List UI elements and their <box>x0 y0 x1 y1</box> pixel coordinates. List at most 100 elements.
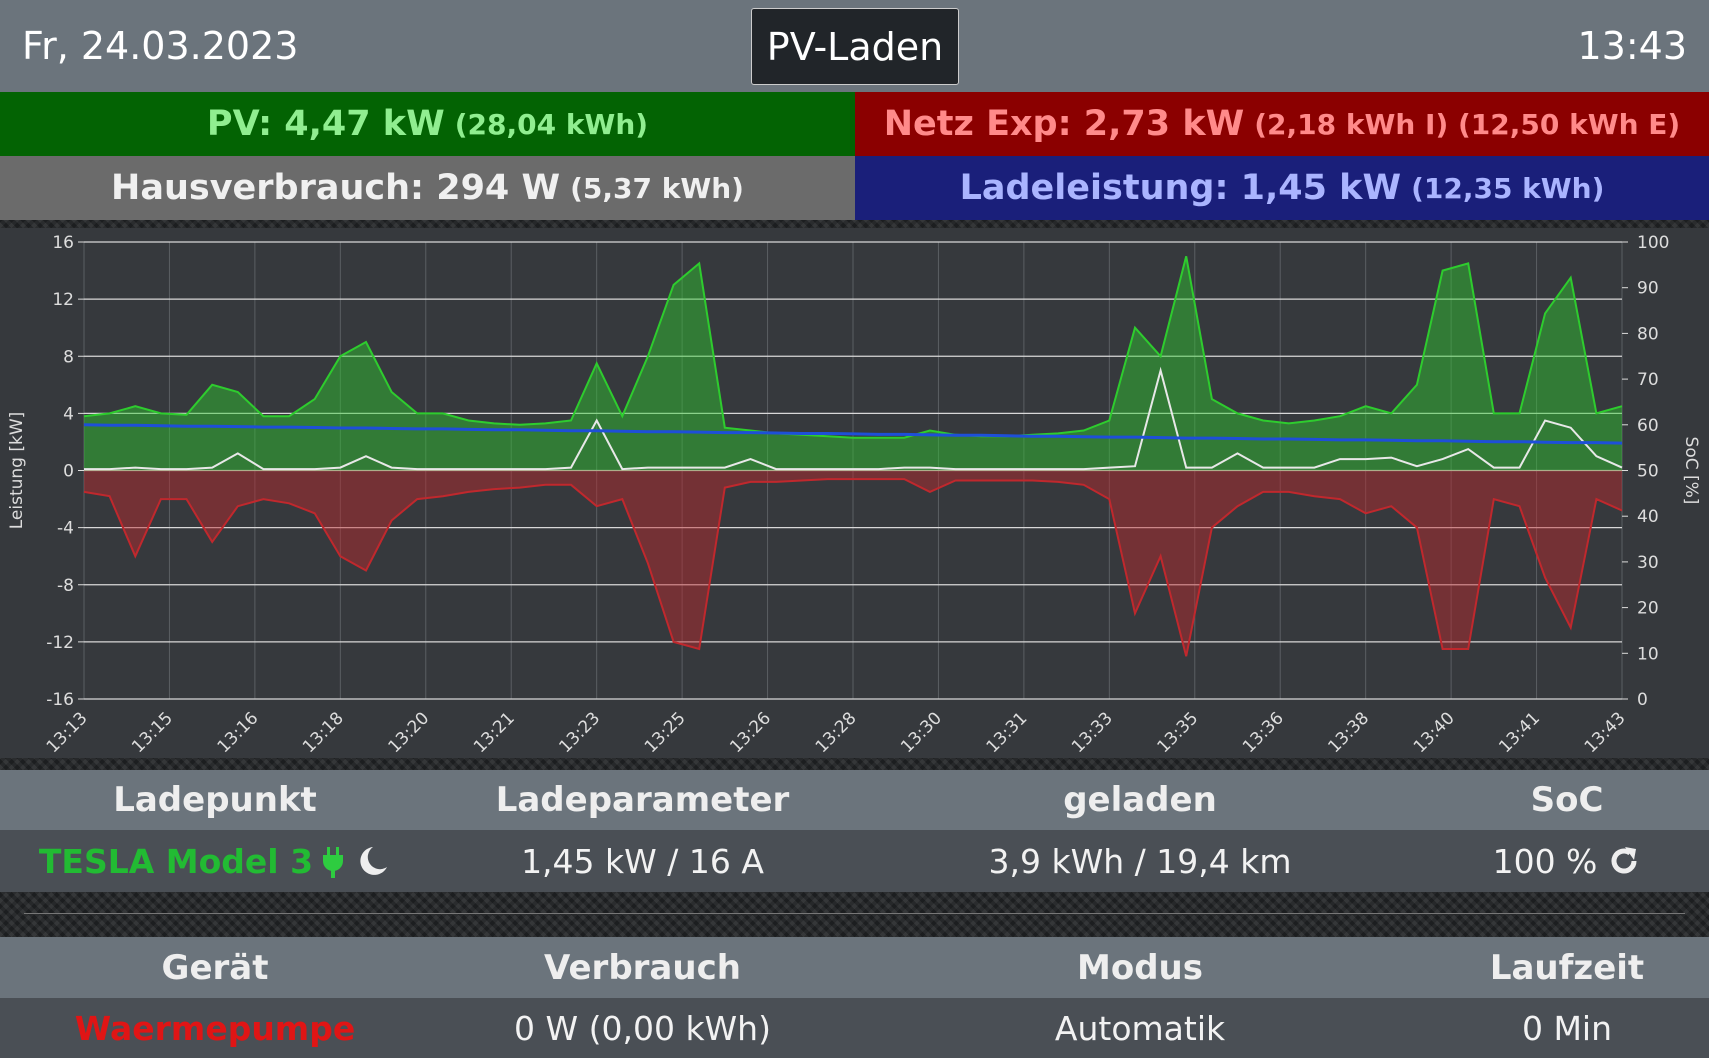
y2-tick-label: 20 <box>1637 599 1659 619</box>
x-tick-label: 13:35 <box>1154 708 1203 757</box>
cell-text: TESLA Model 3 <box>38 841 314 881</box>
chart: 13:13 13:15 13:16 13:18 13:20 13:21 13:23 13:25… <box>0 228 1709 758</box>
cell-text: 0 W (0,00 kWh) <box>514 1008 771 1048</box>
charge-sub: (12,35 kWh) <box>1411 171 1605 205</box>
line <box>84 366 1623 471</box>
x-tick-label: 13:40 <box>1410 708 1459 757</box>
x-tick-label: 13:16 <box>214 708 263 757</box>
cell: 0 W (0,00 kWh) <box>430 998 855 1058</box>
header: Fr, 24.03.2023 PV-Laden 13:43 <box>0 0 1709 92</box>
x-tick-label: 13:28 <box>812 708 861 757</box>
pv-sub: (28,04 kWh) <box>454 107 649 141</box>
refresh-icon[interactable] <box>1607 844 1641 878</box>
y-tick-label: -4 <box>57 519 74 539</box>
column-header: Modus <box>855 937 1425 998</box>
column-header: Verbrauch <box>430 937 855 998</box>
cell: 100 % <box>1425 830 1709 892</box>
y2-tick-label: 100 <box>1637 233 1669 253</box>
cell: 0 Min <box>1425 998 1709 1058</box>
line <box>83 256 1623 439</box>
column-header-text: geladen <box>1063 780 1217 820</box>
x-tick-label: 13:26 <box>726 708 775 757</box>
grid-sub: (2,18 kWh I) (12,50 kWh E) <box>1254 107 1681 141</box>
x-tick-label: 13:20 <box>385 708 434 757</box>
chargepoint-row: TESLA Model 3 1,45 kW / 16 A 3,9 kWh / 19,… <box>0 830 1709 892</box>
status-icons <box>323 847 388 878</box>
house-sub: (5,37 kWh) <box>570 171 744 205</box>
y-tick-label: 8 <box>63 347 74 367</box>
x-tick-label: 13:30 <box>897 708 946 757</box>
column-header: Laufzeit <box>1425 937 1709 998</box>
separator <box>0 892 1709 937</box>
grid-tile: Netz Exp: 2,73 kW (2,18 kWh I) (12,50 kWh… <box>855 92 1709 156</box>
cell: 3,9 kWh / 19,4 km <box>855 830 1425 892</box>
x-tick-label: 13:33 <box>1068 708 1117 757</box>
y2-tick-label: 70 <box>1637 370 1659 390</box>
cell: Waermepumpe <box>0 998 430 1058</box>
grid-main: Netz Exp: 2,73 kW <box>883 104 1245 144</box>
house-main: Hausverbrauch: 294 W <box>111 168 561 208</box>
y2-tick-label: 40 <box>1637 507 1659 527</box>
separator <box>0 220 1709 228</box>
x-tick-label: 13:31 <box>983 708 1032 757</box>
x-tick-label: 13:38 <box>1324 708 1373 757</box>
y-tick-label: -12 <box>46 633 74 653</box>
mode-button[interactable]: PV-Laden <box>751 8 959 85</box>
cell: TESLA Model 3 <box>0 830 430 892</box>
cell: Automatik <box>855 998 1425 1058</box>
column-header-text: Modus <box>1077 947 1203 988</box>
x-tick-label: 13:41 <box>1495 708 1544 757</box>
chargepoint-header: Ladepunkt Ladeparameter geladen SoC <box>0 770 1709 830</box>
y-tick-label: 16 <box>52 233 74 253</box>
cell-text: Automatik <box>1054 1008 1226 1048</box>
divider <box>24 913 1685 914</box>
column-header-text: Verbrauch <box>544 947 741 988</box>
column-header: geladen <box>855 770 1425 830</box>
device-header: Gerät Verbrauch Modus Laufzeit <box>0 937 1709 998</box>
y2-tick-label: 0 <box>1637 690 1648 710</box>
column-header: Ladeparameter <box>430 770 855 830</box>
x-tick-label: 13:23 <box>555 708 604 757</box>
line <box>83 423 1623 445</box>
cell-text: Waermepumpe <box>74 1008 356 1048</box>
device-row: Waermepumpe 0 W (0,00 kWh) Automatik 0 Min <box>0 998 1709 1058</box>
y2-tick-label: 60 <box>1637 416 1659 436</box>
x-tick-label: 13:18 <box>299 708 348 757</box>
column-header: Gerät <box>0 937 430 998</box>
pv-tile: PV: 4,47 kW (28,04 kWh) <box>0 92 855 156</box>
area <box>84 256 1622 471</box>
y2-tick-label: 80 <box>1637 324 1659 344</box>
y-tick-label: -16 <box>46 690 74 710</box>
column-header-text: Laufzeit <box>1489 947 1645 988</box>
y2-axis-label: SoC [%] <box>1681 437 1701 505</box>
y-axis-label: Leistung [kW] <box>7 412 27 530</box>
y2-tick-label: 90 <box>1637 279 1659 299</box>
y2-tick-label: 30 <box>1637 553 1659 573</box>
x-tick-label: 13:36 <box>1239 708 1288 757</box>
line <box>83 478 1623 657</box>
column-header-text: SoC <box>1530 780 1604 820</box>
y2-tick-label: 10 <box>1637 644 1659 664</box>
column-header-text: Ladeparameter <box>495 780 790 820</box>
cell-text: 1,45 kW / 16 A <box>521 841 764 881</box>
column-header: Ladepunkt <box>0 770 430 830</box>
x-tick-label: 13:43 <box>1581 708 1630 757</box>
cell-text: 100 % <box>1492 841 1598 881</box>
charge-main: Ladeleistung: 1,45 kW <box>959 168 1402 208</box>
house-tile: Hausverbrauch: 294 W (5,37 kWh) <box>0 156 855 220</box>
cell-text: 3,9 kWh / 19,4 km <box>988 841 1292 881</box>
y2-tick-label: 50 <box>1637 462 1659 482</box>
x-tick-label: 13:15 <box>128 708 177 757</box>
y-tick-label: 0 <box>63 462 74 482</box>
date: Fr, 24.03.2023 <box>22 24 299 68</box>
y-tick-label: -8 <box>57 576 74 596</box>
x-tick-label: 13:13 <box>43 708 92 757</box>
charge-tile: Ladeleistung: 1,45 kW (12,35 kWh) <box>855 156 1709 220</box>
x-tick-label: 13:21 <box>470 708 519 757</box>
x-tick-label: 13:25 <box>641 708 690 757</box>
y-tick-label: 12 <box>52 290 74 310</box>
cell: 1,45 kW / 16 A <box>430 830 855 892</box>
time: 13:43 <box>1577 24 1687 68</box>
area <box>84 470 1622 657</box>
